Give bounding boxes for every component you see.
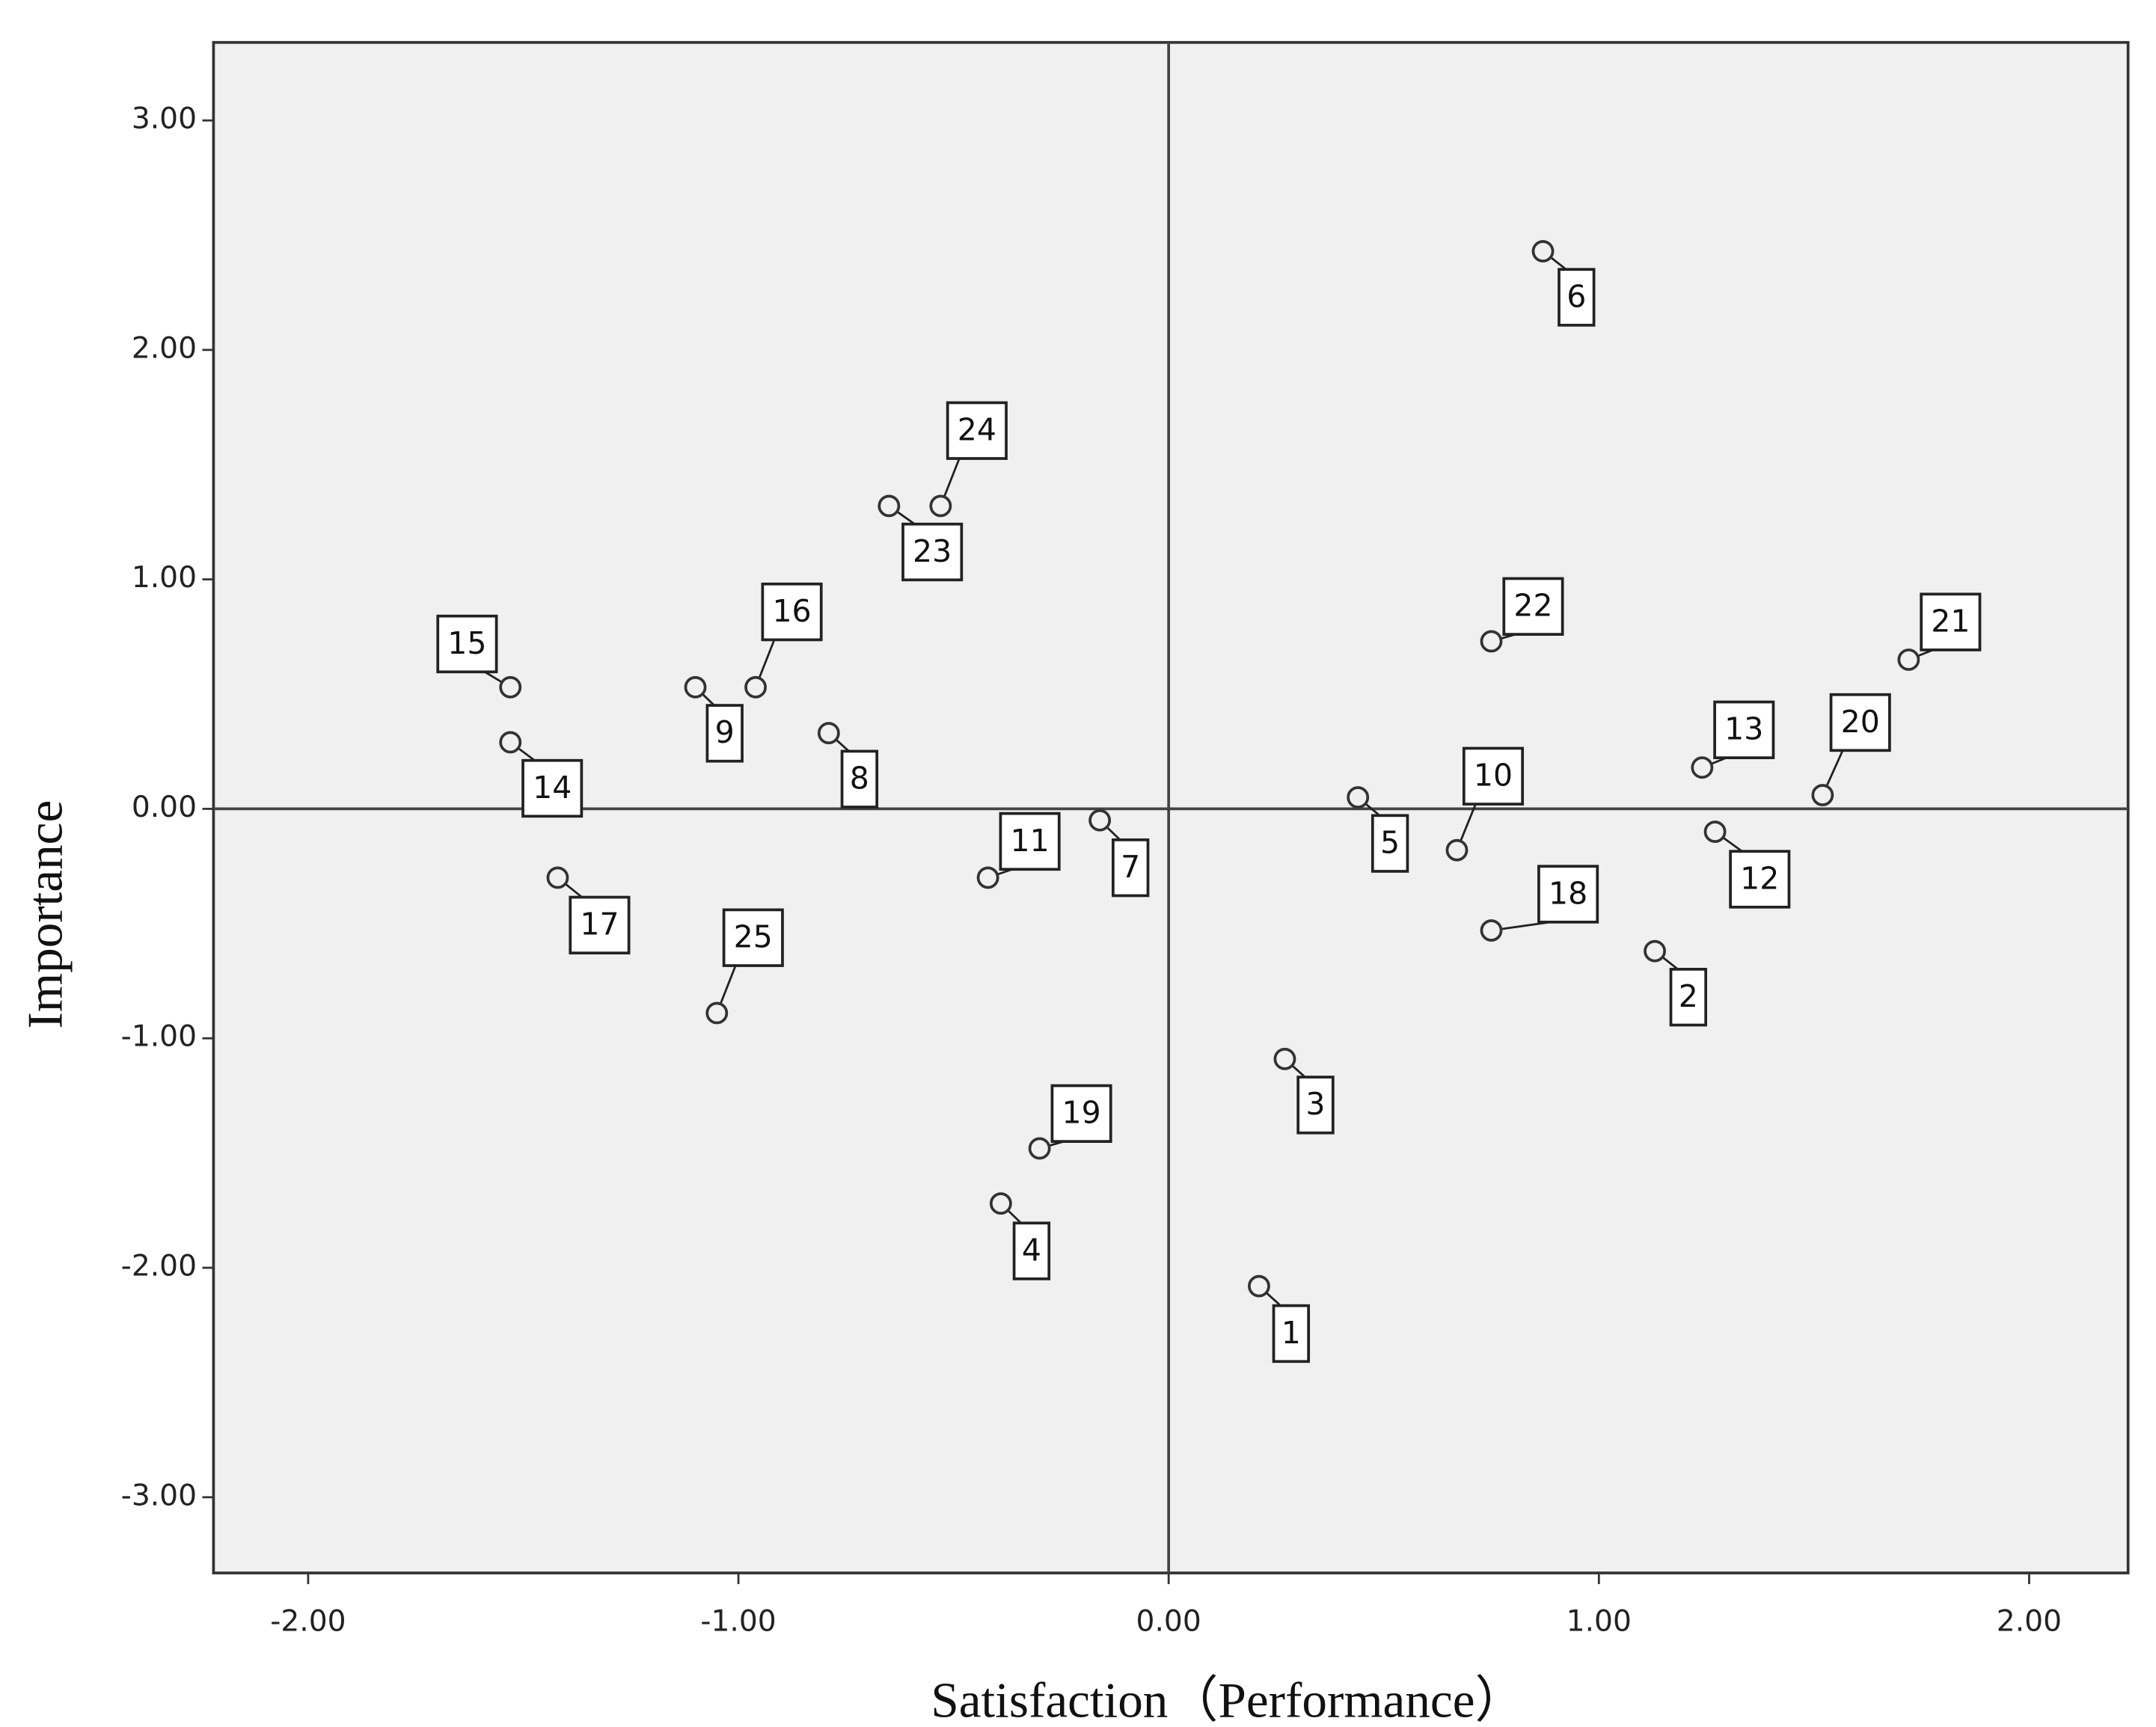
point: [499, 731, 522, 754]
label-box: [901, 522, 964, 582]
point: [1691, 756, 1714, 779]
point: [705, 1001, 729, 1025]
point: [1248, 1274, 1270, 1298]
point: [976, 866, 999, 889]
point: [817, 722, 840, 745]
point-label: 16: [772, 593, 811, 629]
label-box: [1371, 814, 1409, 873]
point-label: 6: [1567, 278, 1586, 314]
point-label: 20: [1841, 704, 1880, 740]
point: [1644, 939, 1666, 963]
point-label: 13: [1724, 711, 1763, 747]
point: [1531, 239, 1555, 263]
y-tick-label: 0.00: [132, 791, 197, 824]
point: [1703, 820, 1727, 844]
label-box: [705, 704, 744, 763]
y-axis-title: Importance: [17, 800, 73, 1029]
point: [1088, 809, 1112, 832]
label-box: [1296, 1076, 1335, 1135]
y-tick-label: -2.00: [121, 1250, 197, 1283]
label-box: [840, 749, 879, 809]
point-label: 19: [1062, 1095, 1100, 1131]
point: [929, 494, 952, 518]
point-label: 2: [1679, 978, 1698, 1014]
point: [1811, 784, 1834, 806]
point-label: 18: [1549, 875, 1587, 911]
label-box: [1537, 865, 1599, 924]
label-box: [946, 401, 1008, 460]
point-label: 9: [715, 714, 735, 750]
point: [1445, 838, 1469, 862]
point-label: 1: [1281, 1315, 1301, 1351]
label-box: [1558, 268, 1596, 327]
point: [546, 866, 569, 889]
point: [1273, 1047, 1296, 1070]
label-box: [1112, 838, 1150, 898]
point: [684, 675, 707, 699]
point-label: 25: [734, 919, 773, 955]
label-box: [1669, 968, 1708, 1027]
x-tick-label: -2.00: [270, 1605, 346, 1639]
point: [499, 675, 522, 699]
point: [989, 1192, 1012, 1215]
x-axis-title: Satisfaction（Performance）: [931, 1672, 1525, 1727]
label-box: [1729, 850, 1791, 909]
point-label: 7: [1121, 849, 1140, 885]
point: [1480, 919, 1503, 942]
y-tick-label: -1.00: [121, 1020, 197, 1054]
point-label: 4: [1022, 1232, 1041, 1268]
x-tick-label: 2.00: [1997, 1605, 2062, 1639]
point: [1480, 630, 1503, 653]
y-tick-label: 1.00: [132, 561, 197, 595]
point-label: 10: [1474, 758, 1513, 794]
point-label: 14: [533, 770, 572, 806]
label-box: [1462, 746, 1525, 806]
y-tick-label: 3.00: [132, 102, 197, 136]
point: [1347, 786, 1370, 809]
point-label: 24: [958, 412, 996, 448]
label-box: [1050, 1084, 1112, 1144]
point-label: 21: [1931, 604, 1970, 639]
label-box: [436, 614, 498, 674]
point: [878, 494, 901, 518]
point: [744, 675, 767, 699]
y-tick-label: -3.00: [121, 1479, 197, 1512]
label-box: [999, 812, 1061, 871]
y-tick-label: 2.00: [132, 331, 197, 365]
point-label: 23: [913, 533, 952, 569]
label-box: [1272, 1304, 1311, 1363]
point-label: 3: [1305, 1086, 1325, 1122]
label-box: [569, 895, 631, 955]
label-box: [1713, 700, 1775, 760]
point-label: 8: [850, 761, 869, 797]
point-label: 5: [1380, 825, 1400, 861]
label-box: [1502, 577, 1564, 636]
label-box: [722, 908, 784, 967]
point: [1028, 1137, 1051, 1160]
label-box: [1829, 693, 1891, 752]
label-box: [1012, 1221, 1051, 1280]
point-label: 17: [580, 907, 619, 942]
label-box: [761, 582, 823, 642]
label-box: [1920, 592, 1982, 651]
label-box: [521, 758, 584, 818]
point-label: 15: [447, 625, 486, 661]
point: [1897, 648, 1920, 671]
x-tick-label: 1.00: [1567, 1605, 1632, 1639]
x-tick-label: -1.00: [700, 1605, 776, 1639]
point-label: 22: [1513, 588, 1552, 624]
x-tick-label: 0.00: [1136, 1605, 1201, 1639]
point-label: 12: [1740, 860, 1779, 896]
point-label: 11: [1010, 823, 1049, 859]
